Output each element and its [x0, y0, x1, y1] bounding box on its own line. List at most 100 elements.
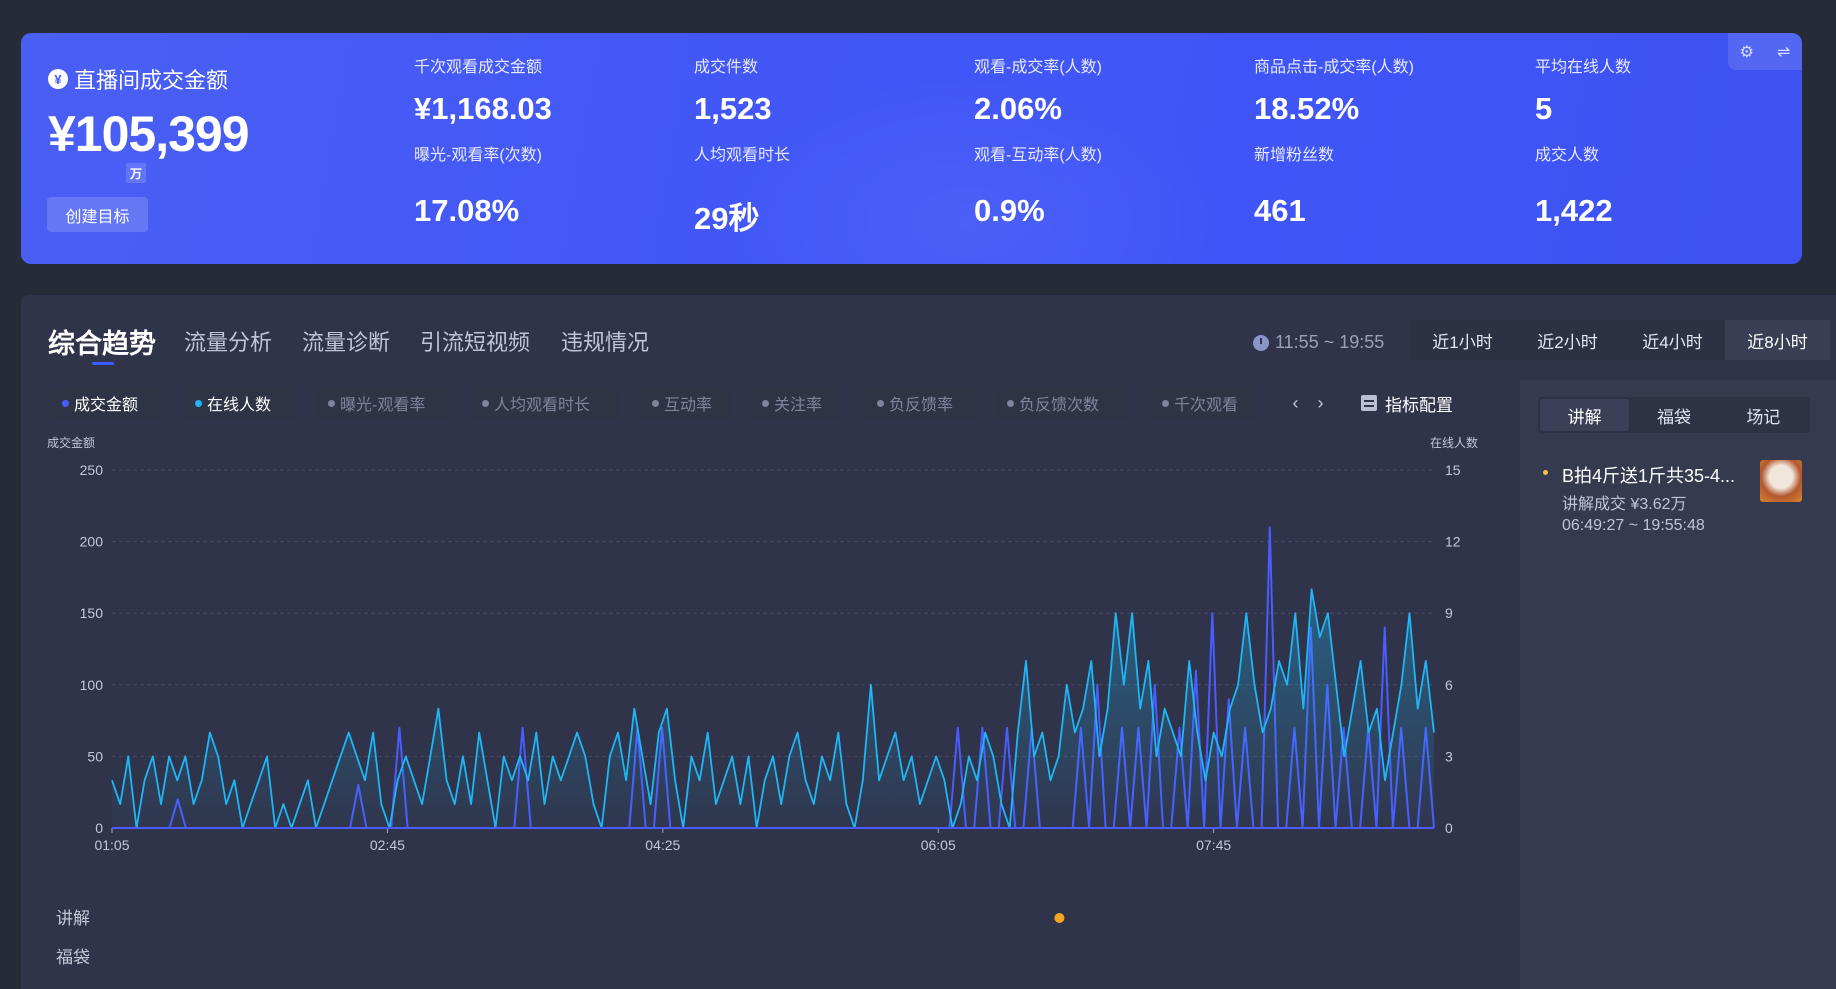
- x-tick-label: 06:05: [921, 837, 956, 853]
- chip-dot-icon: [62, 399, 69, 407]
- metric-chip[interactable]: 负反馈次数: [995, 386, 1129, 420]
- metric-chip[interactable]: 在线人数: [183, 386, 295, 420]
- side-tab-1[interactable]: 福袋: [1656, 407, 1691, 427]
- trend-chart: 0 50 100 150 200 250 0 3 6 9 12 15 成交金额 在线人数 01:05 02:4…: [47, 435, 1478, 967]
- metric-value: 0.9%: [974, 193, 1045, 228]
- metric-value: 17.08%: [414, 193, 520, 228]
- right-tick-label: 0: [1445, 820, 1453, 836]
- indicator-config-button[interactable]: 指标配置: [1361, 386, 1453, 420]
- left-tick-label: 250: [80, 462, 104, 478]
- metric-label: 千次观看成交金额: [414, 59, 543, 76]
- trend-panel: 综合趋势 流量分析 流量诊断 引流短视频 违规情况 11:55 ~ 19:55 近1小时…: [21, 295, 1836, 989]
- row-label: 讲解: [56, 909, 90, 928]
- banner-title: ¥ 直播间成交金额: [48, 63, 228, 95]
- right-tick-label: 12: [1445, 534, 1461, 550]
- metric-value: 5: [1535, 91, 1553, 126]
- online-area: [112, 589, 1434, 828]
- metric-label: 成交件数: [694, 59, 759, 76]
- chip-dot-icon: [762, 399, 769, 407]
- chip-dot-icon: [652, 399, 659, 407]
- metric-value: 461: [1254, 193, 1306, 228]
- time-button-3[interactable]: 近8小时: [1725, 320, 1830, 360]
- right-tick-label: 3: [1445, 748, 1453, 764]
- metric-value: 2.06%: [974, 91, 1062, 126]
- time-button-2[interactable]: 近4小时: [1642, 332, 1703, 352]
- metric-label: 平均在线人数: [1535, 59, 1632, 76]
- product-title[interactable]: B拍4斤送1斤共35-4...: [1562, 466, 1736, 486]
- side-tabs: 讲解 福袋 场记: [1538, 397, 1810, 433]
- chip-dot-icon: [1007, 399, 1014, 407]
- product-thumbnail[interactable]: [1760, 460, 1802, 502]
- metric-label: 曝光-观看率(次数): [414, 147, 542, 164]
- time-range-buttons: 近1小时 近2小时 近4小时 近8小时: [1410, 320, 1830, 360]
- metric-value: ¥1,168.03: [414, 91, 552, 126]
- tab-2[interactable]: 流量诊断: [302, 330, 391, 355]
- row-label: 福袋: [56, 948, 90, 967]
- left-tick-label: 150: [80, 605, 104, 621]
- tab-0[interactable]: 综合趋势: [48, 329, 156, 359]
- metric-value: 1,523: [694, 91, 772, 126]
- banner-tools: ⚙ ⇌: [1728, 33, 1802, 70]
- left-tick-label: 0: [95, 820, 103, 836]
- chevron-left-icon[interactable]: ‹: [1292, 392, 1299, 413]
- swap-icon[interactable]: ⇌: [1777, 43, 1791, 61]
- x-tick-label: 04:25: [645, 837, 680, 853]
- gear-icon[interactable]: ⚙: [1739, 43, 1754, 61]
- left-tick-label: 200: [80, 534, 104, 550]
- side-panel: 讲解 福袋 场记 B拍4斤送1斤共35-4... 讲解成交 ¥3.62万 06:49…: [1520, 380, 1836, 989]
- product-sales: 讲解成交 ¥3.62万: [1562, 496, 1687, 513]
- metric-chip[interactable]: 人均观看时长: [470, 386, 620, 420]
- chip-scroll: ‹ ›: [1283, 386, 1333, 420]
- tab-1[interactable]: 流量分析: [184, 330, 273, 355]
- time-range: 11:55 ~ 19:55: [1253, 332, 1384, 353]
- active-tab-indicator: [92, 362, 114, 365]
- metric-chip[interactable]: 千次观看: [1150, 386, 1256, 420]
- metric-value: 18.52%: [1254, 91, 1360, 126]
- metric-value: 29秒: [694, 201, 760, 236]
- metric-label: 人均观看时长: [694, 147, 791, 164]
- x-tick-label: 01:05: [94, 837, 129, 853]
- metric-label: 新增粉丝数: [1254, 147, 1335, 164]
- metric-label: 商品点击-成交率(人数): [1254, 59, 1414, 76]
- side-tab-2[interactable]: 场记: [1746, 407, 1781, 427]
- left-tick-label: 50: [87, 748, 103, 764]
- right-tick-label: 15: [1445, 462, 1461, 478]
- clock-icon: [1253, 334, 1269, 351]
- chip-dot-icon: [877, 399, 884, 407]
- chip-dot-icon: [195, 399, 202, 407]
- chip-dot-icon: [328, 399, 335, 407]
- yen-circle-icon: ¥: [48, 69, 68, 89]
- left-tick-label: 100: [80, 677, 104, 693]
- metric-label: 观看-互动率(人数): [974, 147, 1102, 164]
- product-time: 06:49:27 ~ 19:55:48: [1562, 517, 1705, 534]
- item-bullet: [1543, 470, 1548, 475]
- create-goal-button[interactable]: 创建目标: [47, 197, 148, 232]
- metric-chip[interactable]: 互动率: [640, 386, 732, 420]
- metric-chip[interactable]: 曝光-观看率: [316, 386, 450, 420]
- total-gmv-value: ¥105,399: [48, 106, 250, 162]
- right-axis-label: 在线人数: [1430, 435, 1478, 450]
- x-tick-label: 02:45: [370, 837, 405, 853]
- right-tick-label: 9: [1445, 605, 1453, 621]
- right-tick-label: 6: [1445, 677, 1453, 693]
- metric-chip[interactable]: 关注率: [750, 386, 840, 420]
- metric-value: 1,422: [1535, 193, 1613, 228]
- time-button-0[interactable]: 近1小时: [1432, 332, 1493, 352]
- tab-3[interactable]: 引流短视频: [420, 330, 531, 355]
- x-tick-label: 07:45: [1196, 837, 1231, 853]
- chip-dot-icon: [482, 399, 489, 407]
- tab-4[interactable]: 违规情况: [561, 330, 650, 355]
- chip-dot-icon: [1162, 399, 1169, 407]
- config-icon: [1361, 395, 1377, 411]
- time-button-1[interactable]: 近2小时: [1537, 332, 1598, 352]
- metric-chip[interactable]: 负反馈率: [865, 386, 977, 420]
- summary-banner: ¥ 直播间成交金额 ¥105,399 万 创建目标 千次观看成交金额 ¥1,168…: [21, 33, 1802, 264]
- explanation-marker[interactable]: [1054, 913, 1065, 923]
- side-tab-0[interactable]: 讲解: [1540, 399, 1630, 431]
- metric-label: 观看-成交率(人数): [974, 59, 1102, 76]
- metric-label: 成交人数: [1535, 147, 1600, 164]
- left-axis-label: 成交金额: [47, 435, 95, 450]
- metric-chip[interactable]: 成交金额: [50, 386, 162, 420]
- unit-tag: 万: [126, 163, 146, 183]
- chevron-right-icon[interactable]: ›: [1317, 392, 1324, 413]
